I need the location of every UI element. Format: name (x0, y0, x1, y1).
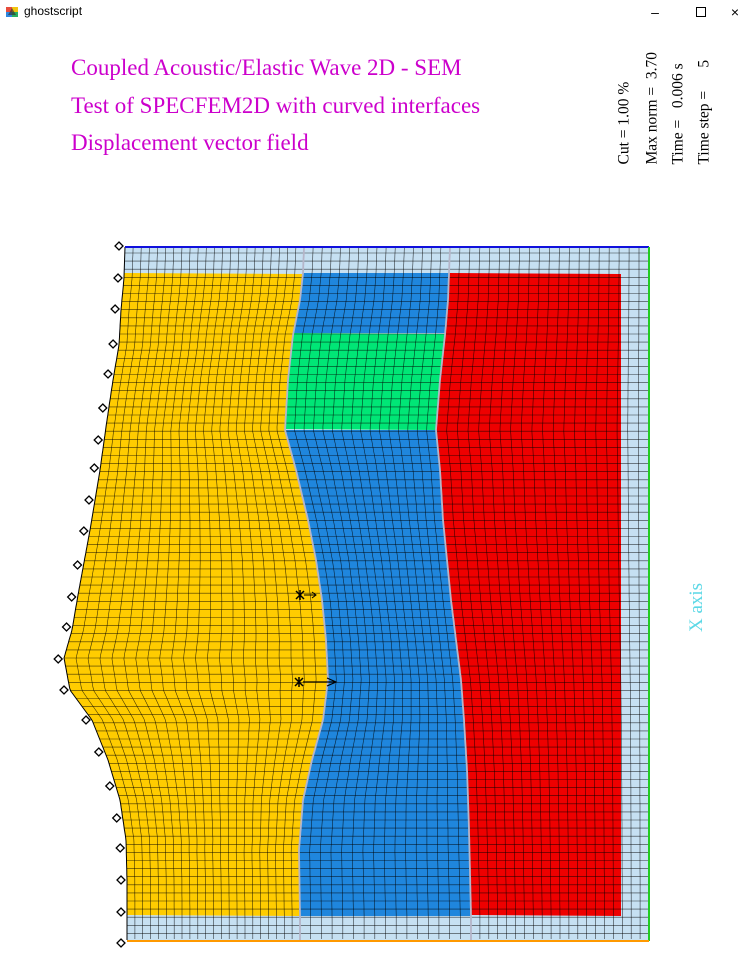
receiver-diamond-icon (61, 622, 72, 632)
source-star-icon (295, 590, 305, 600)
receiver-diamond-icon (113, 273, 123, 283)
close-icon: × (730, 4, 740, 20)
receiver-diamond-icon (93, 747, 104, 757)
receiver-diamond-icon (66, 592, 77, 602)
receiver-diamond-icon (103, 369, 113, 379)
mesh-grid (63, 246, 649, 940)
green-layer (285, 333, 446, 430)
close-button[interactable]: × (724, 0, 746, 24)
receiver-diamond-icon (115, 843, 126, 853)
receiver-diamond-icon (116, 907, 126, 917)
topography-line (63, 246, 128, 940)
receiver-diamond-icon (53, 654, 64, 664)
ghostscript-app-icon (5, 5, 19, 19)
receiver-diamond-icon (84, 495, 94, 505)
interface-line-1 (284, 246, 329, 940)
blue-layer-bottom (285, 430, 471, 916)
maximize-icon (696, 7, 706, 17)
receiver-diamond-icon (116, 938, 126, 948)
window-titlebar: ghostscript – × (0, 0, 746, 24)
minimize-button[interactable]: – (632, 0, 678, 24)
receiver-diamond-icon (59, 685, 69, 695)
minimize-icon: – (651, 4, 659, 20)
receiver-diamond-icon (116, 875, 126, 885)
receiver-diamond-icon (97, 403, 108, 413)
receiver-diamond-icon (72, 560, 83, 570)
figure-subtitle: Test of SPECFEM2D with curved interfaces (71, 93, 481, 118)
receiver-diamond-icon (111, 813, 122, 823)
receiver-diamond-icon (78, 526, 89, 536)
blue-layer-top (293, 273, 449, 333)
mesh-horizontal-lines (64, 252, 649, 934)
source-star-icon (294, 677, 304, 687)
receiver-diamond-icon (81, 715, 91, 725)
maximize-button[interactable] (678, 0, 724, 24)
receiver-diamond-icon (104, 781, 115, 791)
interface-line-2 (435, 246, 472, 940)
receiver-diamond-icon (114, 241, 124, 251)
receiver-diamond-icon (108, 339, 118, 349)
receiver-diamond-icon (89, 463, 100, 473)
figure-field-label: Displacement vector field (71, 130, 309, 155)
displacement-arrow-small (304, 591, 317, 599)
displacement-arrow-large (303, 677, 338, 687)
figure-title: Coupled Acoustic/Elastic Wave 2D - SEM (71, 55, 462, 80)
receiver-diamond-icon (93, 435, 104, 445)
receiver-diamond-icon (110, 304, 121, 314)
window-title: ghostscript (24, 4, 83, 18)
mesh-vertical-lines (75, 246, 641, 939)
